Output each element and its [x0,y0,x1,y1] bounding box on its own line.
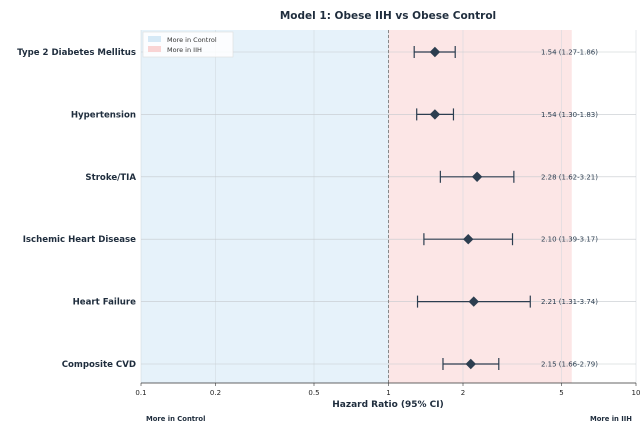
hr-value-label: 2.21 (1.31-3.74) [541,298,598,306]
legend-swatch-control [148,36,161,42]
hr-marker [471,171,483,182]
hr-value-label: 2.10 (1.39-3.17) [541,236,598,244]
hr-value-label: 2.28 (1.62-3.21) [541,173,598,181]
hr-marker [465,358,476,370]
x-tick-label: 0.1 [135,389,146,397]
hr-marker [429,46,441,58]
x-tick-label: 5 [559,389,563,397]
x-tick-label: 10 [632,389,641,397]
legend-swatch-iih [148,46,161,52]
x-tick-label: 0.5 [308,389,319,397]
more-in-iih-region [388,30,572,383]
x-axis-title: Hazard Ratio (95% CI) [332,400,444,410]
row-label: Heart Failure [73,298,137,308]
row-label: Ischemic Heart Disease [23,235,136,245]
legend: More in Control More in IIH [142,31,234,58]
row-lines [141,51,636,365]
hr-marker [468,296,479,307]
row-label: Hypertension [71,110,136,120]
x-tick-label: 1 [386,389,390,397]
row-label: Type 2 Diabetes Mellitus [17,48,136,58]
hr-value-label: 1.54 (1.30-1.83) [541,111,598,119]
row-label: Stroke/TIA [85,173,136,183]
hr-marker [429,109,441,120]
data-marks: Type 2 Diabetes Mellitus 1.54 (1.27-1.86)… [17,46,598,370]
left-region-label: More in Control [146,415,205,423]
hr-value-label: 1.54 (1.27-1.86) [541,49,598,57]
hr-value-label: 2.15 (1.66-2.79) [541,361,598,369]
legend-label-iih: More in IIH [167,46,202,54]
grid-lines [140,30,637,383]
right-region-label: More in IIH [590,415,632,423]
hr-marker [463,234,474,245]
chart-title: Model 1: Obese IIH vs Obese Control [280,10,496,22]
x-ticks: 0.1 0.2 0.5 1 2 5 10 [135,383,640,397]
x-tick-label: 2 [461,389,465,397]
legend-label-control: More in Control [167,36,217,44]
more-in-control-region [141,30,389,383]
x-tick-label: 0.2 [210,389,221,397]
row-label: Composite CVD [62,360,136,370]
